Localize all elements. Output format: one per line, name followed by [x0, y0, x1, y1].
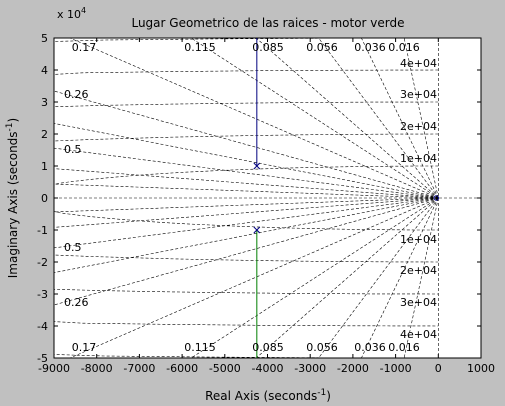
x-tick-label: -8000	[81, 362, 113, 375]
y-tick-label: 0	[41, 192, 48, 205]
frequency-label: 4e+04	[400, 57, 437, 70]
damping-label: 0.5	[64, 241, 82, 254]
grid-line-damping-ray	[53, 123, 439, 199]
x-tick-label: -5000	[209, 362, 241, 375]
damping-label: 0.085	[252, 341, 284, 354]
frequency-label: 4e+04	[400, 328, 437, 341]
pole-marker-1	[253, 162, 261, 170]
grid-line-damping-ray	[53, 90, 439, 199]
grid-line-damping-ray	[361, 37, 439, 199]
x-tick-label: -6000	[166, 362, 198, 375]
x-tick-label: -3000	[294, 362, 326, 375]
x-tick-label: 0	[435, 362, 442, 375]
x-axis-label: Real Axis (seconds-1)	[205, 388, 331, 403]
grid-line-damping-ray	[53, 147, 439, 199]
damping-label: 0.17	[72, 41, 97, 54]
x-tick-label: 1000	[467, 362, 495, 375]
origin-marker	[433, 195, 439, 201]
y-axis-label: Imaginary Axis (seconds-1)	[5, 118, 20, 278]
grid-line-damping-ray	[318, 197, 439, 359]
y-multiplier: x 104	[57, 6, 86, 21]
grid-line-damping-ray	[403, 197, 439, 359]
chart-title: Lugar Geometrico de las raices - motor v…	[131, 16, 404, 30]
y-tick-label: 1	[41, 160, 48, 173]
grid-line-damping-ray	[255, 197, 439, 359]
y-tick-label: -5	[37, 352, 48, 365]
damping-label: 0.016	[388, 41, 420, 54]
damping-label: 0.036	[354, 41, 386, 54]
damping-label: 0.056	[306, 41, 338, 54]
y-tick-label: -1	[37, 224, 48, 237]
frequency-label: 3e+04	[400, 88, 437, 101]
grid-line-damping-ray	[361, 197, 439, 359]
grid-line-damping-ray	[53, 197, 439, 249]
damping-label: 0.17	[72, 341, 97, 354]
grid-line-damping-ray	[190, 37, 439, 199]
x-tick-label: -2000	[337, 362, 369, 375]
grid-line-damping-ray	[53, 168, 439, 199]
y-tick-label: 2	[41, 128, 48, 141]
grid-line-damping-ray	[190, 197, 439, 359]
damping-label: 0.26	[64, 88, 89, 101]
damping-label: 0.5	[64, 143, 82, 156]
grid-line-damping-ray	[69, 197, 439, 359]
frequency-label: 2e+04	[400, 264, 437, 277]
grid-line-damping-ray	[53, 197, 439, 213]
x-tick-label: -1000	[380, 362, 412, 375]
x-tick-label: -9000	[38, 362, 70, 375]
frequency-label: 1e+04	[400, 233, 437, 246]
grid-labels: 0.17 0.17 0.115 0.115 0.085 0.085 0.056 0.056 0.…	[64, 41, 437, 354]
x-tick-label: -4000	[252, 362, 284, 375]
grid-line-damping-ray	[53, 197, 439, 273]
pole-stroke	[253, 226, 261, 234]
y-tick-label: -2	[37, 256, 48, 269]
grid-line-damping-ray	[69, 37, 439, 199]
damping-label: 0.036	[354, 341, 386, 354]
frequency-label: 2e+04	[400, 120, 437, 133]
grid-line-damping-ray	[318, 37, 439, 199]
damping-label: 0.115	[184, 41, 216, 54]
frequency-label: 1e+04	[400, 152, 437, 165]
pole-stroke	[253, 162, 261, 170]
damping-label: 0.115	[184, 341, 216, 354]
damping-label: 0.056	[306, 341, 338, 354]
axis-ticks: -9000 -8000 -7000 -6000 -5000 -4000 -3000 -2000…	[37, 32, 495, 375]
grid-line-damping-ray	[53, 183, 439, 199]
grid-line-damping-ray	[403, 37, 439, 199]
damping-label: 0.016	[388, 341, 420, 354]
locus-branches	[253, 38, 439, 358]
grid-line-damping-ray	[53, 197, 439, 228]
y-tick-label: -3	[37, 288, 48, 301]
grid-line-damping-ray	[53, 197, 439, 306]
y-tick-label: 5	[41, 32, 48, 45]
grid-arc-frequency	[53, 37, 439, 359]
damping-label: 0.085	[252, 41, 284, 54]
pole-marker-2	[253, 226, 261, 234]
y-tick-label: -4	[37, 320, 48, 333]
y-tick-label: 3	[41, 96, 48, 109]
y-tick-label: 4	[41, 64, 48, 77]
grid-arc-frequency	[53, 165, 439, 231]
damping-label: 0.26	[64, 296, 89, 309]
frequency-label: 3e+04	[400, 296, 437, 309]
grid-line-damping-ray	[255, 37, 439, 199]
x-tick-label: -7000	[123, 362, 155, 375]
